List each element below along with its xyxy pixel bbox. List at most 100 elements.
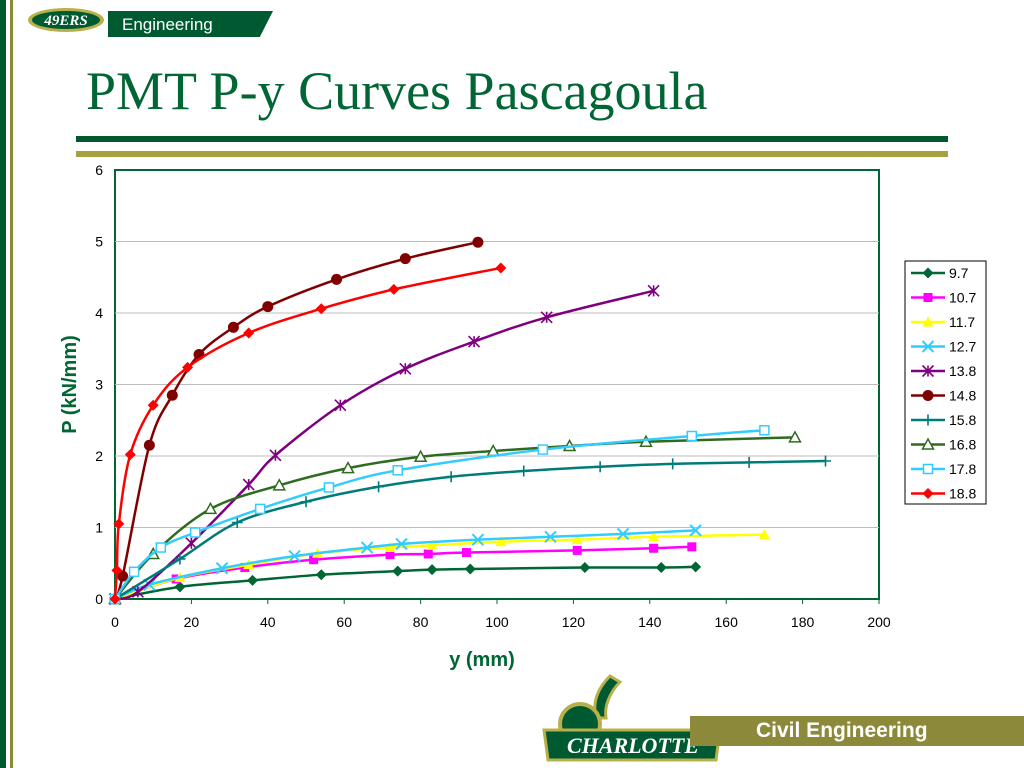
data-point-14.8-5 bbox=[227, 321, 239, 333]
page-title: PMT P-y Curves Pascagoula bbox=[86, 61, 708, 121]
y-axis-label: P (kN/mm) bbox=[59, 335, 81, 434]
legend-label-13.8: 13.8 bbox=[949, 363, 976, 379]
y-tick-label-1: 1 bbox=[95, 520, 103, 536]
y-tick-label-4: 4 bbox=[95, 305, 103, 321]
y-tick-label-0: 0 bbox=[95, 591, 103, 607]
data-point-14.8-3 bbox=[166, 389, 178, 401]
x-tick-label-140: 140 bbox=[638, 614, 662, 630]
data-point-15.8-6 bbox=[518, 465, 530, 477]
data-point-9.7-6 bbox=[464, 563, 476, 575]
data-point-14.8-7 bbox=[331, 273, 343, 285]
x-tick-label-100: 100 bbox=[485, 614, 509, 630]
data-point-13.8-5 bbox=[334, 399, 347, 412]
data-point-15.8-9 bbox=[743, 456, 755, 468]
data-point-18.8-8 bbox=[388, 283, 400, 295]
legend-marker-10.7 bbox=[923, 293, 933, 302]
data-point-11.7-6 bbox=[495, 536, 507, 547]
data-point-14.8-8 bbox=[399, 253, 411, 265]
data-point-12.7-8 bbox=[616, 527, 630, 541]
series-9.7 bbox=[109, 561, 702, 605]
data-point-11.7-5 bbox=[426, 539, 438, 550]
x-tick-label-80: 80 bbox=[413, 614, 429, 630]
data-point-9.7-2 bbox=[247, 574, 259, 586]
series-line-18.8 bbox=[113, 266, 502, 600]
legend-label-9.7: 9.7 bbox=[949, 265, 969, 281]
data-point-9.7-8 bbox=[655, 562, 667, 574]
data-point-9.7-9 bbox=[690, 561, 702, 573]
data-point-12.7-7 bbox=[544, 530, 557, 544]
data-point-10.7-7 bbox=[572, 545, 582, 555]
x-tick-label-40: 40 bbox=[260, 614, 276, 630]
data-point-13.8-4 bbox=[269, 449, 282, 462]
legend-marker-13.8 bbox=[921, 364, 935, 378]
x-tick-label-160: 160 bbox=[715, 614, 739, 630]
series-line-12.7 bbox=[114, 529, 696, 601]
data-point-14.8-2 bbox=[143, 439, 155, 451]
data-point-15.8-4 bbox=[373, 481, 385, 493]
data-point-10.7-5 bbox=[423, 549, 433, 559]
legend-label-15.8: 15.8 bbox=[949, 412, 976, 428]
data-point-18.8-1 bbox=[111, 564, 123, 576]
data-point-14.8-6 bbox=[262, 301, 274, 313]
data-point-13.8-2 bbox=[185, 537, 198, 550]
data-point-16.8-5 bbox=[413, 449, 428, 462]
legend-label-18.8: 18.8 bbox=[949, 486, 976, 502]
legend-marker-9.7 bbox=[922, 267, 934, 279]
legend-marker-12.7 bbox=[921, 340, 935, 353]
49ers-logo: 49ERS bbox=[28, 8, 104, 32]
data-point-17.8-7 bbox=[537, 444, 549, 455]
legend bbox=[904, 260, 987, 505]
data-point-13.8-8 bbox=[540, 311, 553, 324]
data-point-18.8-2 bbox=[113, 518, 125, 530]
data-point-12.7-6 bbox=[471, 533, 485, 546]
data-point-14.8-9 bbox=[472, 236, 484, 248]
legend-label-12.7: 12.7 bbox=[949, 339, 976, 355]
series-line-14.8 bbox=[113, 240, 479, 600]
legend-marker-14.8 bbox=[922, 390, 934, 401]
data-point-18.8-4 bbox=[147, 399, 159, 411]
bottom-banner: Civil Engineering bbox=[690, 716, 1024, 746]
data-point-9.7-5 bbox=[426, 564, 438, 576]
data-point-18.8-7 bbox=[315, 303, 327, 315]
data-point-18.8-0 bbox=[109, 593, 121, 605]
data-point-12.7-9 bbox=[689, 524, 702, 537]
legend-marker-17.8 bbox=[922, 463, 934, 475]
charlotte-logo: CHARLOTTE bbox=[542, 674, 722, 762]
x-tick-label-20: 20 bbox=[184, 614, 200, 630]
data-point-17.8-5 bbox=[323, 482, 335, 493]
data-point-12.7-4 bbox=[360, 541, 374, 554]
legend-marker-18.8 bbox=[922, 488, 934, 499]
data-point-10.7-9 bbox=[687, 542, 697, 552]
data-point-11.7-7 bbox=[571, 534, 583, 545]
title-rule-dark bbox=[76, 136, 948, 142]
series-line-16.8 bbox=[114, 436, 795, 600]
legend-marker-16.8 bbox=[921, 437, 935, 450]
data-point-18.8-9 bbox=[495, 262, 507, 274]
data-point-17.8-2 bbox=[155, 542, 167, 553]
data-point-15.8-3 bbox=[300, 496, 312, 508]
y-tick-label-2: 2 bbox=[95, 448, 103, 464]
left-accent-bar-dark bbox=[0, 0, 6, 768]
data-point-9.7-3 bbox=[315, 569, 327, 581]
series-14.8 bbox=[109, 236, 484, 605]
data-point-12.7-2 bbox=[215, 562, 229, 575]
title-rule-gold bbox=[76, 151, 948, 157]
data-point-13.8-6 bbox=[399, 362, 412, 375]
top-banner: Engineering bbox=[108, 11, 273, 37]
data-point-9.7-4 bbox=[392, 565, 404, 577]
data-point-11.7-8 bbox=[648, 531, 660, 542]
y-tick-label-5: 5 bbox=[95, 234, 103, 250]
data-point-17.8-3 bbox=[189, 527, 201, 538]
data-point-15.8-8 bbox=[667, 458, 679, 470]
x-tick-label-180: 180 bbox=[791, 614, 815, 630]
y-tick-label-6: 6 bbox=[95, 162, 103, 178]
data-point-15.8-2 bbox=[231, 516, 243, 528]
data-point-16.8-2 bbox=[203, 501, 218, 515]
data-point-12.7-5 bbox=[395, 537, 408, 551]
data-point-10.7-3 bbox=[309, 555, 319, 565]
data-point-16.8-3 bbox=[272, 478, 287, 491]
data-point-17.8-1 bbox=[128, 566, 140, 578]
legend-label-17.8: 17.8 bbox=[949, 461, 976, 477]
series-line-9.7 bbox=[114, 565, 696, 601]
